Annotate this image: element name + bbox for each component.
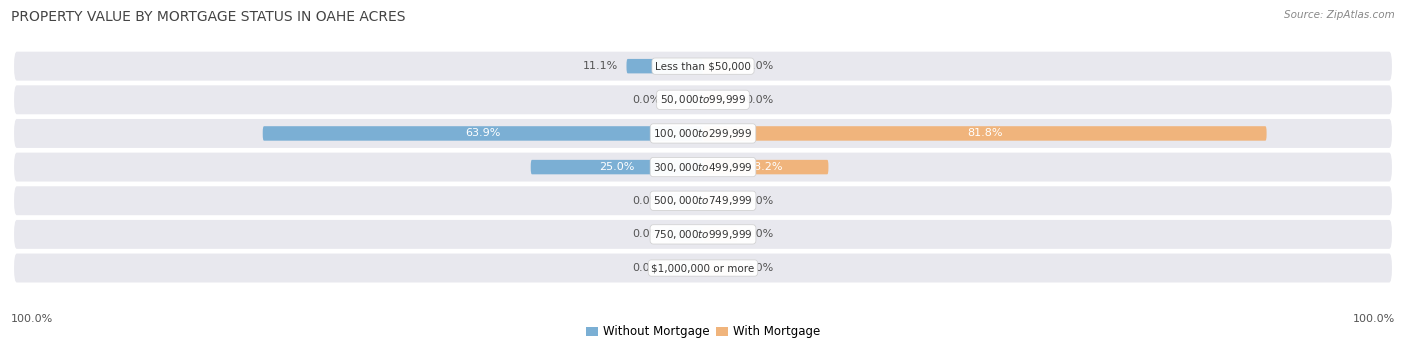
FancyBboxPatch shape xyxy=(668,227,703,242)
Text: PROPERTY VALUE BY MORTGAGE STATUS IN OAHE ACRES: PROPERTY VALUE BY MORTGAGE STATUS IN OAH… xyxy=(11,10,406,24)
Text: 100.0%: 100.0% xyxy=(11,314,53,324)
Text: 0.0%: 0.0% xyxy=(745,196,773,206)
FancyBboxPatch shape xyxy=(703,126,1267,141)
FancyBboxPatch shape xyxy=(14,254,1392,282)
FancyBboxPatch shape xyxy=(14,52,1392,80)
FancyBboxPatch shape xyxy=(703,227,738,242)
Text: $300,000 to $499,999: $300,000 to $499,999 xyxy=(654,161,752,174)
FancyBboxPatch shape xyxy=(530,160,703,174)
Text: 0.0%: 0.0% xyxy=(745,61,773,71)
Text: Less than $50,000: Less than $50,000 xyxy=(655,61,751,71)
Text: Source: ZipAtlas.com: Source: ZipAtlas.com xyxy=(1284,10,1395,20)
FancyBboxPatch shape xyxy=(627,59,703,73)
Legend: Without Mortgage, With Mortgage: Without Mortgage, With Mortgage xyxy=(581,321,825,341)
FancyBboxPatch shape xyxy=(668,261,703,275)
Text: 0.0%: 0.0% xyxy=(745,263,773,273)
FancyBboxPatch shape xyxy=(14,186,1392,215)
Text: $100,000 to $299,999: $100,000 to $299,999 xyxy=(654,127,752,140)
Text: $750,000 to $999,999: $750,000 to $999,999 xyxy=(654,228,752,241)
FancyBboxPatch shape xyxy=(703,59,738,73)
FancyBboxPatch shape xyxy=(703,193,738,208)
Text: 0.0%: 0.0% xyxy=(745,229,773,239)
Text: 63.9%: 63.9% xyxy=(465,129,501,138)
Text: 0.0%: 0.0% xyxy=(633,95,661,105)
FancyBboxPatch shape xyxy=(703,92,738,107)
FancyBboxPatch shape xyxy=(14,220,1392,249)
Text: 0.0%: 0.0% xyxy=(633,229,661,239)
Text: 18.2%: 18.2% xyxy=(748,162,783,172)
Text: 100.0%: 100.0% xyxy=(1353,314,1395,324)
Text: $500,000 to $749,999: $500,000 to $749,999 xyxy=(654,194,752,207)
FancyBboxPatch shape xyxy=(14,85,1392,114)
Text: 81.8%: 81.8% xyxy=(967,129,1002,138)
Text: 11.1%: 11.1% xyxy=(583,61,619,71)
FancyBboxPatch shape xyxy=(668,193,703,208)
FancyBboxPatch shape xyxy=(703,160,828,174)
Text: $50,000 to $99,999: $50,000 to $99,999 xyxy=(659,93,747,106)
Text: 0.0%: 0.0% xyxy=(633,196,661,206)
FancyBboxPatch shape xyxy=(703,261,738,275)
Text: $1,000,000 or more: $1,000,000 or more xyxy=(651,263,755,273)
Text: 0.0%: 0.0% xyxy=(633,263,661,273)
Text: 25.0%: 25.0% xyxy=(599,162,634,172)
Text: 0.0%: 0.0% xyxy=(745,95,773,105)
FancyBboxPatch shape xyxy=(14,119,1392,148)
FancyBboxPatch shape xyxy=(14,153,1392,181)
FancyBboxPatch shape xyxy=(668,92,703,107)
FancyBboxPatch shape xyxy=(263,126,703,141)
